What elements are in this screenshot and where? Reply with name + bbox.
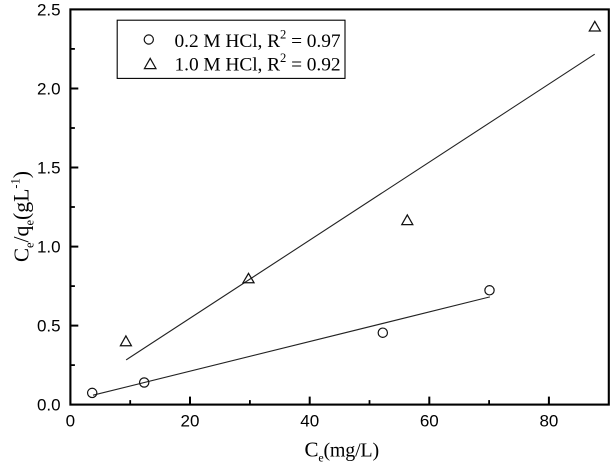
svg-text:0.5: 0.5 xyxy=(37,317,61,336)
svg-text:2.0: 2.0 xyxy=(37,80,61,99)
svg-text:80: 80 xyxy=(539,412,558,431)
svg-text:1.5: 1.5 xyxy=(37,159,61,178)
svg-text:Ce(mg/L): Ce(mg/L) xyxy=(305,438,379,465)
svg-text:0: 0 xyxy=(66,412,75,431)
svg-text:0.2 M HCl, R2 = 0.97: 0.2 M HCl, R2 = 0.97 xyxy=(175,27,341,52)
svg-text:1.0: 1.0 xyxy=(37,238,61,257)
svg-text:0.0: 0.0 xyxy=(37,396,61,415)
svg-text:60: 60 xyxy=(420,412,439,431)
svg-text:40: 40 xyxy=(300,412,319,431)
svg-text:1.0 M HCl, R2 = 0.92: 1.0 M HCl, R2 = 0.92 xyxy=(175,51,341,76)
svg-text:Ce/qe(gL-1): Ce/qe(gL-1) xyxy=(9,171,37,262)
svg-text:2.5: 2.5 xyxy=(37,1,61,20)
svg-text:20: 20 xyxy=(181,412,200,431)
